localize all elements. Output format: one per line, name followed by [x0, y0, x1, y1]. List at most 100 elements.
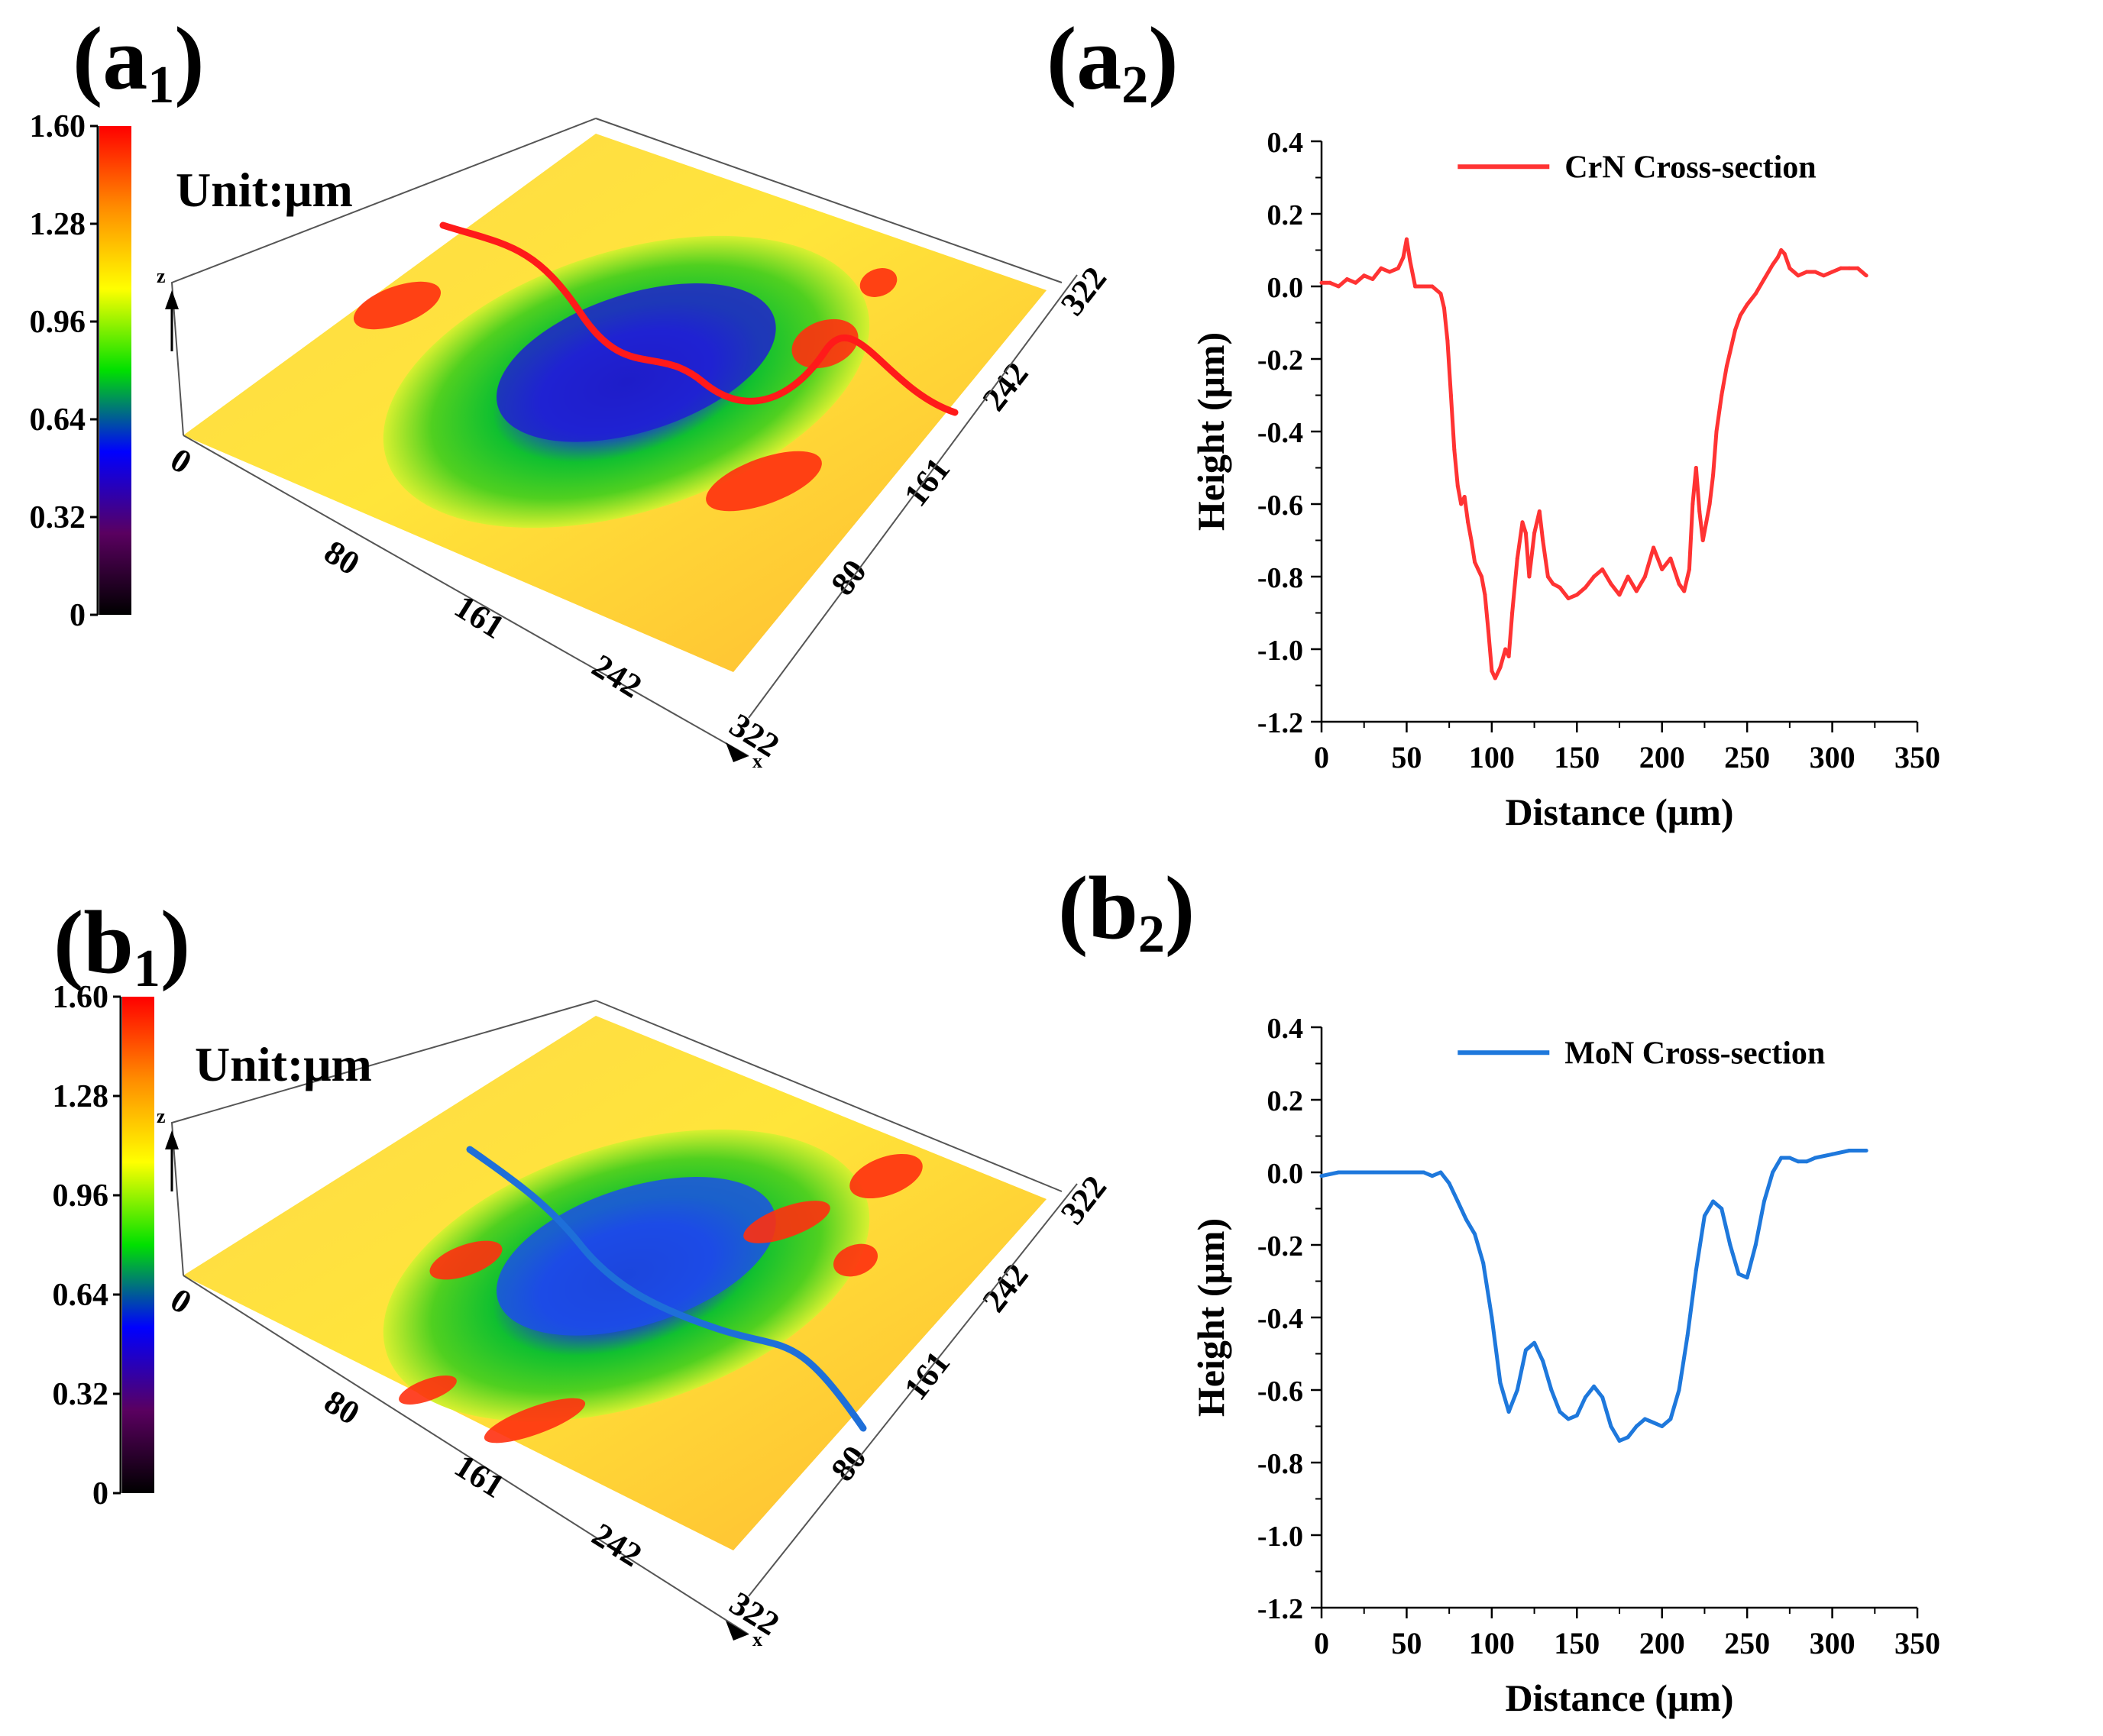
- data-point: [1685, 1334, 1690, 1338]
- data-point: [1694, 466, 1698, 470]
- data-point: [1626, 1435, 1630, 1440]
- x-tick-label: 80: [318, 533, 366, 583]
- profile-line: [466, 1146, 867, 1432]
- data-point: [1441, 306, 1446, 310]
- data-point: [1362, 273, 1367, 278]
- data-point: [1583, 1395, 1587, 1399]
- data-point: [1549, 1388, 1554, 1392]
- data-point: [1711, 473, 1716, 477]
- data-point: [1677, 1388, 1681, 1392]
- data-point: [1592, 1384, 1597, 1388]
- debris-ridge: [484, 1398, 586, 1443]
- debris-ridge: [859, 268, 898, 297]
- data-point: [1652, 545, 1656, 550]
- data-point: [1660, 1424, 1665, 1428]
- data-point: [1462, 495, 1467, 499]
- y-tick-label: 322: [1053, 1169, 1114, 1231]
- data-point: [1779, 1156, 1784, 1160]
- data-point: [1515, 556, 1519, 561]
- data-point: [1728, 1243, 1733, 1247]
- legend-label: MoN Cross-section: [1564, 1036, 1825, 1071]
- data-point: [1762, 1199, 1766, 1204]
- data-point: [1642, 574, 1647, 579]
- data-point: [1328, 280, 1332, 285]
- x-tick-label: 150: [1554, 1626, 1600, 1660]
- data-point: [1600, 1395, 1605, 1399]
- data-point: [1707, 502, 1712, 506]
- data-point: [1354, 1170, 1358, 1175]
- data-point: [1404, 1170, 1409, 1175]
- surface-plot-b1: 1.601.280.960.640.320Unit:μmx80161242322…: [53, 980, 1115, 1650]
- colorbar: [122, 997, 154, 1493]
- colorbar-tick-label: 0.32: [30, 500, 86, 535]
- data-point: [1738, 313, 1742, 318]
- data-point: [1541, 538, 1545, 542]
- y-tick-label: 80: [823, 1439, 874, 1489]
- data-point: [1464, 1217, 1468, 1222]
- data-point: [1476, 567, 1480, 571]
- panel-subscript: 1: [147, 56, 175, 115]
- surface-plot-a1: 1.60 1.28 0.96 0.64 0.32 0 Unit:μm x 80 161 242 322…: [30, 109, 1115, 772]
- unit-label: Unit:μm: [195, 1037, 372, 1091]
- data-point: [1771, 1170, 1775, 1175]
- y-tick-label: 0.0: [1267, 1158, 1304, 1190]
- data-point: [1422, 1170, 1426, 1175]
- panel-subscript: 2: [1121, 56, 1149, 115]
- data-point: [1724, 364, 1729, 368]
- data-point: [1558, 1410, 1562, 1414]
- data-point: [1506, 1410, 1511, 1414]
- data-point: [1370, 277, 1375, 281]
- zero-label: 0: [164, 441, 199, 481]
- panel-close-paren: ): [1164, 858, 1195, 958]
- data-point: [1447, 1181, 1451, 1185]
- panel-subscript: 2: [1137, 905, 1165, 964]
- debris-ridge: [706, 451, 822, 512]
- data-point: [1855, 266, 1860, 270]
- y-tick-label: -1.0: [1257, 635, 1303, 667]
- y-tick-label: -0.2: [1257, 1230, 1303, 1262]
- data-point: [1336, 284, 1341, 289]
- y-tick-label: -1.0: [1257, 1521, 1303, 1553]
- data-point: [1702, 1214, 1707, 1218]
- y-tick-label: 0.4: [1267, 127, 1304, 159]
- x-tick-label: 50: [1391, 740, 1422, 774]
- y-tick-label: -1.2: [1257, 1593, 1303, 1625]
- data-point: [1830, 1152, 1835, 1156]
- data-point: [1566, 1417, 1571, 1421]
- data-point: [1532, 531, 1537, 535]
- y-axis-label: Height (μm): [1189, 1218, 1232, 1417]
- data-point: [1813, 1156, 1817, 1160]
- data-point: [1523, 1348, 1528, 1353]
- data-point: [1466, 520, 1470, 525]
- y-tick-label: 322: [1053, 260, 1114, 322]
- data-point: [1551, 582, 1555, 586]
- series-line: [1321, 1149, 1867, 1443]
- z-axis-letter: z: [157, 1105, 166, 1127]
- x-tick-label: 250: [1724, 1626, 1770, 1660]
- data-point: [1782, 251, 1787, 256]
- data-point: [1720, 393, 1724, 397]
- data-point: [1481, 1261, 1486, 1266]
- panel-label-a1: (a1): [73, 14, 205, 112]
- data-point: [1796, 273, 1800, 278]
- data-point: [1448, 393, 1453, 397]
- data-point: [1714, 429, 1719, 434]
- data-point: [1668, 556, 1673, 561]
- z-axis-arrow: [165, 290, 179, 309]
- data-point: [1677, 582, 1681, 586]
- colorbar-tick-label: 0.32: [53, 1377, 109, 1412]
- data-point: [1700, 538, 1705, 542]
- x-tick-label: 161: [448, 1447, 511, 1505]
- debris-ridge: [791, 318, 859, 369]
- data-point: [1541, 1359, 1545, 1363]
- data-point: [1796, 1159, 1800, 1164]
- y-axis-line: [748, 1183, 1078, 1597]
- data-point: [1473, 1232, 1477, 1237]
- cross-section-plot-mon: 0 50 100 150 200 250 300 350 -1.2 -1.0 -0.8 -0.6 -0.…: [1189, 1013, 1940, 1719]
- data-point: [1736, 1272, 1741, 1276]
- x-tick-label: 0: [1314, 1626, 1329, 1660]
- data-point: [1642, 1417, 1647, 1421]
- y-tick-label: -0.6: [1257, 1376, 1303, 1408]
- data-point: [1438, 292, 1443, 296]
- data-point: [1566, 596, 1571, 600]
